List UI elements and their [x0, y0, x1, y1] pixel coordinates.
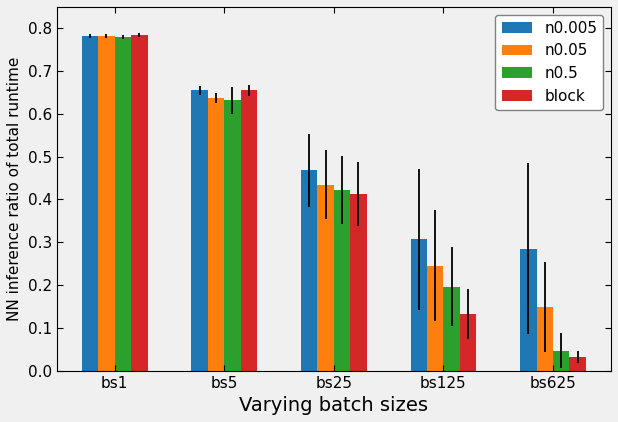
X-axis label: Varying batch sizes: Varying batch sizes: [239, 396, 428, 415]
Bar: [240, 90, 257, 371]
Y-axis label: NN inference ratio of total runtime: NN inference ratio of total runtime: [7, 57, 22, 321]
Bar: [301, 170, 318, 371]
Bar: [427, 266, 443, 371]
Bar: [115, 37, 131, 371]
Bar: [318, 184, 334, 371]
Bar: [460, 314, 476, 371]
Bar: [569, 357, 586, 371]
Bar: [410, 239, 427, 371]
Bar: [224, 100, 240, 371]
Bar: [553, 351, 569, 371]
Bar: [131, 35, 148, 371]
Bar: [98, 36, 115, 371]
Bar: [334, 190, 350, 371]
Bar: [536, 307, 553, 371]
Bar: [208, 97, 224, 371]
Bar: [520, 249, 536, 371]
Bar: [82, 36, 98, 371]
Bar: [443, 287, 460, 371]
Bar: [350, 195, 366, 371]
Legend: n0.005, n0.05, n0.5, block: n0.005, n0.05, n0.5, block: [496, 15, 603, 110]
Bar: [192, 90, 208, 371]
